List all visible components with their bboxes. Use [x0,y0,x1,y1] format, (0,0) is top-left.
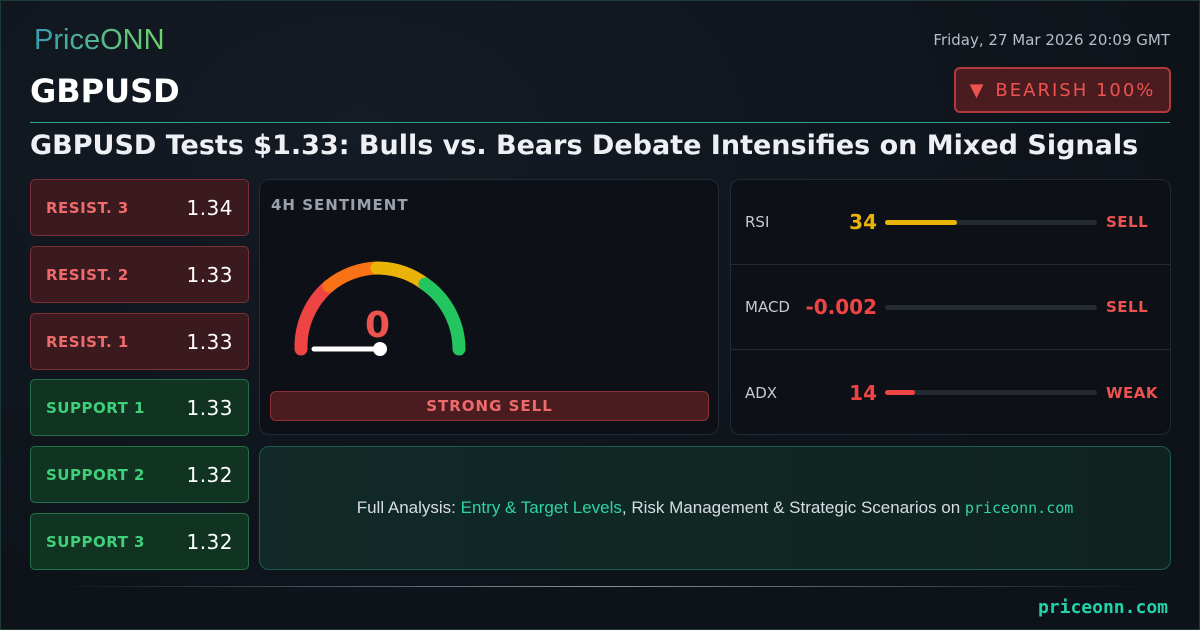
level-label: SUPPORT 2 [46,465,145,484]
level-support-3: SUPPORT 3 1.32 [30,513,249,570]
indicator-macd: MACD -0.002 SELL [731,265,1170,350]
sentiment-value: 0 [365,305,391,346]
cta-prefix: Full Analysis: [356,498,461,517]
gauge-green-segment [418,277,466,356]
level-resist-3: RESIST. 3 1.34 [30,179,249,236]
level-label: RESIST. 2 [46,265,129,284]
divider [30,122,1170,123]
level-value: 1.33 [186,262,233,287]
indicator-adx: ADX 14 WEAK [731,350,1170,435]
indicator-rsi: RSI 34 SELL [731,180,1170,265]
datetime: Friday, 27 Mar 2026 20:09 GMT [933,31,1170,49]
indicators-panel: RSI 34 SELL MACD -0.002 SELL ADX 14 WEAK [730,179,1171,435]
level-value: 1.32 [186,529,233,554]
level-label: RESIST. 3 [46,198,129,217]
level-label: RESIST. 1 [46,332,129,351]
indicator-value: -0.002 [805,295,877,319]
gauge-yellow-segment [370,261,432,291]
priceonn-logo: PriceONN [34,24,165,56]
indicator-name: MACD [745,298,790,316]
indicator-name: RSI [745,213,770,231]
level-resist-1: RESIST. 1 1.33 [30,313,249,370]
level-label: SUPPORT 1 [46,398,145,417]
indicator-bar-fill [885,219,958,225]
sentiment-gauge [294,261,466,356]
level-value: 1.32 [186,462,233,487]
indicator-name: ADX [745,383,778,402]
indicator-signal: SELL [1106,213,1149,231]
bias-label: BEARISH 100% [995,79,1156,101]
indicator-signal: WEAK [1106,383,1159,402]
cta-middle: , Risk Management & Strategic Scenarios … [621,498,965,517]
sentiment-verdict: STRONG SELL [270,391,709,421]
level-support-1: SUPPORT 1 1.33 [30,379,249,436]
indicator-value: 34 [849,210,877,234]
gauge-red-segment [294,279,336,356]
indicator-bar [885,390,1097,395]
gauge-orange-segment [322,261,384,293]
footer-divider [50,586,1150,587]
bias-badge: ▼ BEARISH 100% [954,67,1171,113]
headline: GBPUSD Tests $1.33: Bulls vs. Bears Deba… [30,130,1139,161]
level-value: 1.33 [186,329,233,354]
gauge-hub [373,342,387,356]
footer-site-link[interactable]: priceonn.com [1037,597,1168,618]
level-support-2: SUPPORT 2 1.32 [30,446,249,503]
full-analysis-link[interactable]: Full Analysis: Entry & Target Levels, Ri… [259,446,1171,570]
symbol-title: GBPUSD [30,72,180,110]
triangle-down-icon: ▼ [969,79,986,101]
level-label: SUPPORT 3 [46,532,145,551]
level-value: 1.34 [186,195,233,220]
indicator-bar [885,304,1097,310]
indicator-value: 14 [849,380,877,405]
indicator-bar [885,219,1097,225]
indicator-signal: SELL [1106,298,1149,316]
level-resist-2: RESIST. 2 1.33 [30,246,249,303]
cta-highlight: Entry & Target Levels [460,498,622,517]
cta-site-link[interactable]: priceonn.com [964,499,1074,517]
indicator-bar-fill [885,390,915,395]
sentiment-title: 4H SENTIMENT [271,196,409,214]
level-value: 1.33 [186,395,233,420]
sentiment-panel: 4H SENTIMENT 0 STRONG SELL [259,179,719,435]
